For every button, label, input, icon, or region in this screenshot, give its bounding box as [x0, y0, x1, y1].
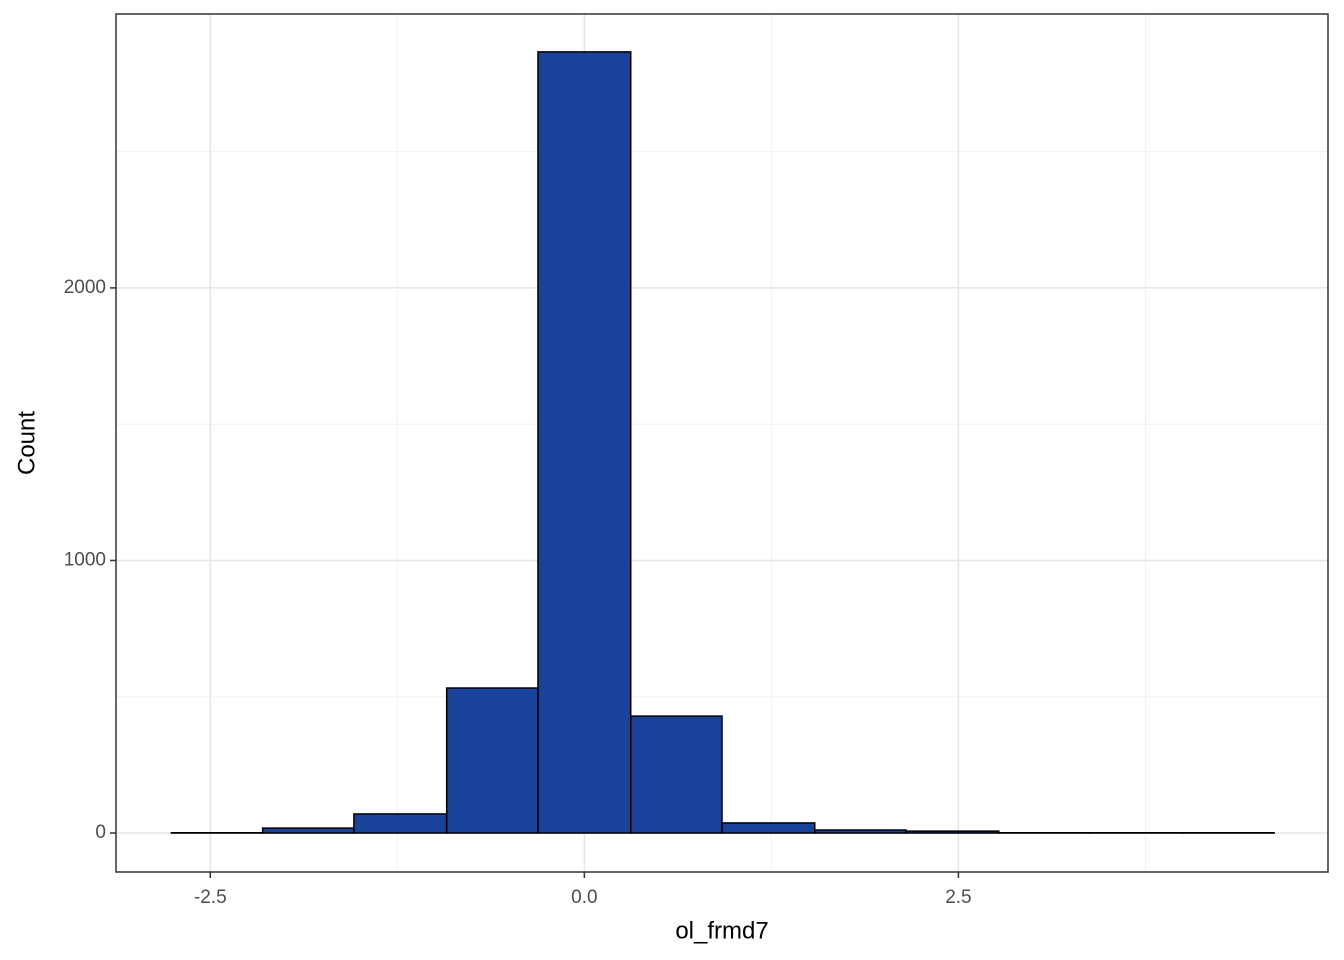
x-tick-label: 2.5 [945, 887, 971, 908]
x-tick-label: -2.5 [194, 887, 227, 908]
bar [814, 829, 907, 834]
x-axis-label: ol_frmd7 [675, 917, 768, 944]
panel-border [115, 13, 1329, 873]
y-tick-label: 2000 [64, 277, 106, 298]
y-tick-label: 1000 [64, 549, 106, 570]
bar [721, 822, 816, 834]
y-tick-label: 0 [95, 822, 106, 843]
bar [905, 830, 1000, 834]
bar [537, 51, 632, 834]
bar [261, 827, 355, 834]
y-axis-label: Count [13, 411, 40, 475]
bar [445, 687, 539, 834]
bar [629, 715, 723, 834]
x-tick-label: 0.0 [571, 887, 597, 908]
bar [353, 813, 448, 834]
